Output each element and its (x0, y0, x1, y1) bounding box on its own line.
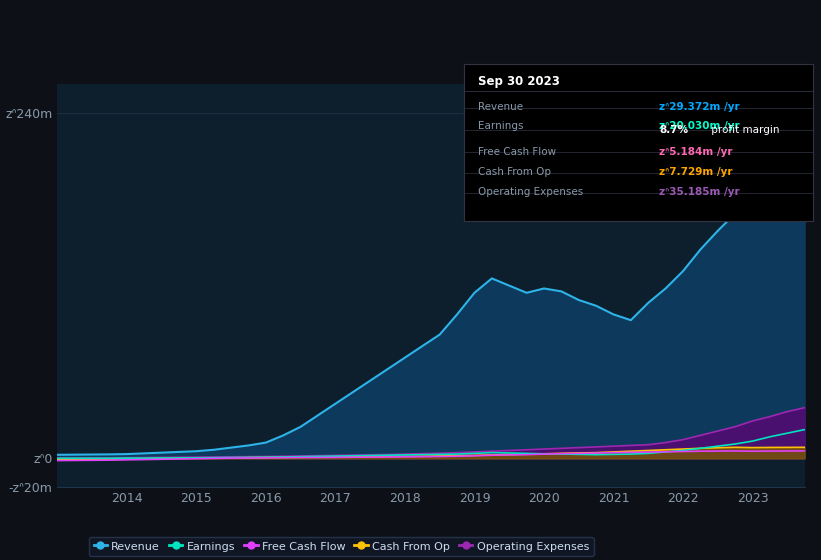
Legend: Revenue, Earnings, Free Cash Flow, Cash From Op, Operating Expenses: Revenue, Earnings, Free Cash Flow, Cash … (89, 536, 594, 556)
Text: zᐢ5.184m /yr: zᐢ5.184m /yr (659, 147, 733, 157)
Text: Free Cash Flow: Free Cash Flow (478, 147, 556, 157)
Text: zᐢ7.729m /yr: zᐢ7.729m /yr (659, 167, 733, 177)
Text: Cash From Op: Cash From Op (478, 167, 551, 177)
Text: zᐢ29.372m /yr: zᐢ29.372m /yr (659, 102, 740, 112)
Text: Revenue: Revenue (478, 102, 523, 112)
Text: zᐢ35.185m /yr: zᐢ35.185m /yr (659, 187, 740, 197)
Text: Operating Expenses: Operating Expenses (478, 187, 583, 197)
Text: Sep 30 2023: Sep 30 2023 (478, 76, 560, 88)
Text: Earnings: Earnings (478, 120, 523, 130)
Text: 8.7%: 8.7% (659, 125, 688, 135)
Text: zᐢ20.030m /yr: zᐢ20.030m /yr (659, 121, 740, 131)
Text: profit margin: profit margin (708, 125, 780, 135)
